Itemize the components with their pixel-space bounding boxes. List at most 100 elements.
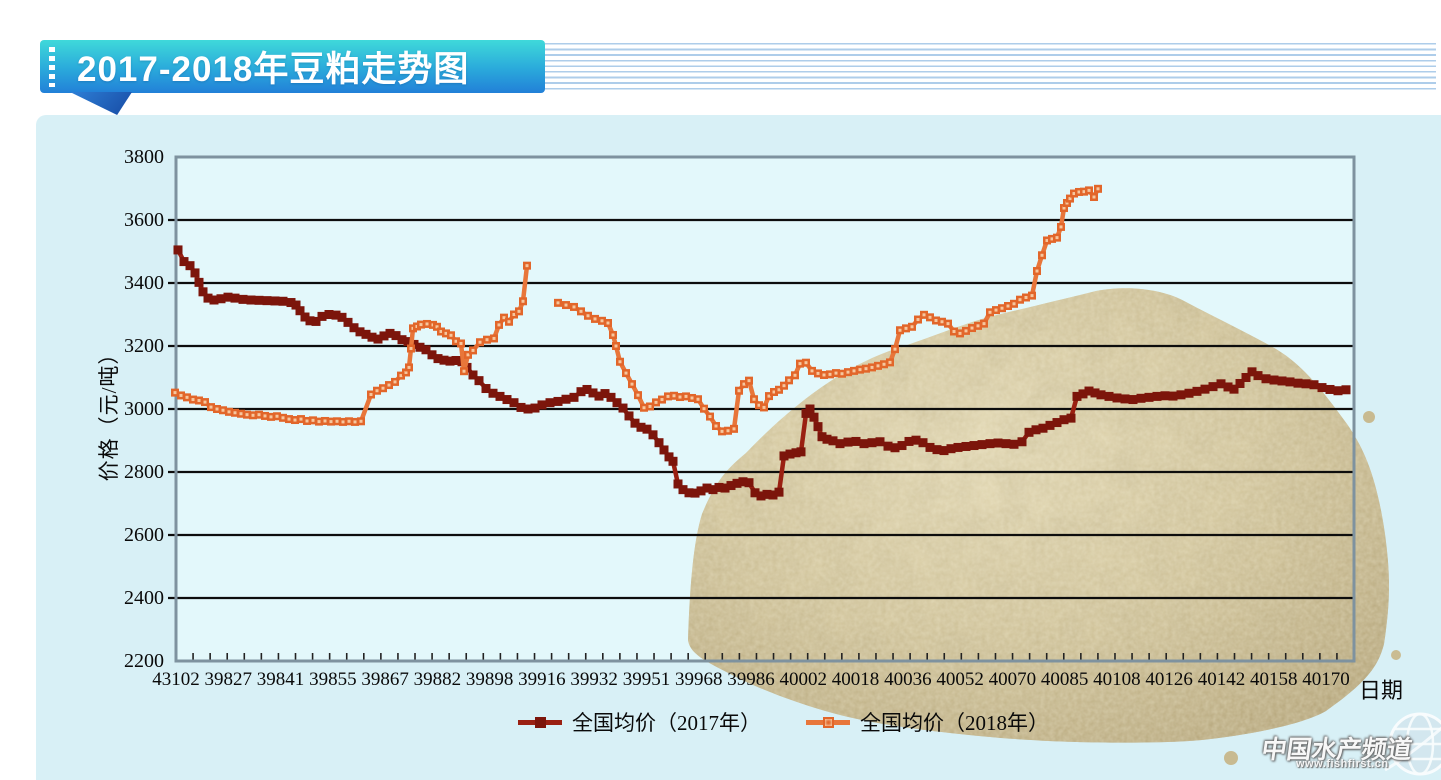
series-marker [1309,380,1319,390]
series-marker-dot [654,400,658,404]
x-tick-label: 40142 [1197,669,1246,690]
series-marker [1059,415,1069,425]
series-marker [385,328,395,338]
series-marker-dot [1082,190,1086,194]
series-marker [618,403,628,413]
series-marker-dot [1040,253,1044,257]
series-marker-dot [311,418,315,422]
series-marker-dot [478,340,482,344]
series-marker-dot [251,413,255,417]
series-marker [545,398,555,408]
x-tick-label: 40052 [936,669,984,690]
series-marker-dot [245,413,249,417]
title-banner: 2017-2018年豆粕走势图 [40,40,545,93]
series-marker [553,396,563,406]
series-marker-dot [870,365,874,369]
x-tick-label: 39951 [622,669,671,690]
soybean-pile [688,288,1401,765]
series-marker-dot [1006,304,1010,308]
legend-label-2017: 全国均价（2017年） [572,711,761,735]
series-marker-dot [910,325,914,329]
series-marker-dot [1077,190,1081,194]
series-marker [1325,384,1335,394]
series-marker [993,438,1003,448]
series-marker [305,316,315,326]
x-tick-label: 40002 [779,669,828,690]
series-marker-dot [614,344,618,348]
series-marker [427,350,437,360]
series-marker [223,292,233,302]
series-marker [1285,377,1295,387]
series-marker-dot [762,405,766,409]
header-pinstripes [545,43,1436,93]
series-marker-dot [275,414,279,418]
series-marker [576,387,586,397]
series-marker [690,488,700,498]
series-marker [561,394,571,404]
series-marker-dot [179,393,183,397]
series-marker [569,392,579,402]
series-marker-dot [782,384,786,388]
series-marker [726,481,736,491]
series-marker-dot [221,408,225,412]
series-marker [969,441,979,451]
series-marker [714,482,724,492]
series-marker-dot [485,338,489,342]
series-marker [439,355,449,365]
soy-crumb [1224,751,1238,765]
series-marker [738,477,748,487]
series-marker-dot [946,322,950,326]
series-marker [1024,427,1034,437]
series-marker-dot [281,416,285,420]
series-marker-dot [497,323,501,327]
series-marker [537,400,547,410]
series-marker-dot [916,318,920,322]
series-marker [875,437,885,447]
series-marker [732,478,742,488]
x-axis-title: 日期 [1358,678,1404,703]
series-marker-dot [459,341,463,345]
series-marker-dot [666,394,670,398]
soy-crumb [1391,650,1401,660]
series-marker-dot [714,424,718,428]
series-marker [1200,384,1210,394]
series-marker-dot [737,389,741,393]
series-marker [216,294,226,304]
series-marker-dot [185,395,189,399]
y-tick-label: 3400 [124,272,164,294]
series-marker [190,268,200,278]
series-marker [708,485,718,495]
series-marker-dot [958,331,962,335]
legend-item-2017: 全国均价（2017年） [518,709,761,735]
series-marker [203,293,213,303]
series-marker-dot [970,326,974,330]
series-marker [1277,376,1287,386]
x-tick-label: 40170 [1302,669,1350,690]
legend-marker-2017-icon [535,716,546,728]
series-marker-dot [696,397,700,401]
series-marker-dot [752,397,756,401]
series-marker [946,444,956,454]
series-marker [809,412,819,422]
series-marker-dot [828,372,832,376]
series-marker-dot [982,322,986,326]
series-marker [624,411,634,421]
series-marker [796,447,806,457]
series-marker-dot [1030,294,1034,298]
series-marker-dot [678,395,682,399]
y-tick-label: 2200 [124,650,164,672]
series-marker [391,331,401,341]
series-marker-dot [564,303,568,307]
series-marker [1208,382,1218,392]
watermark: 中国水产频道 www.fishfirst.cn [1256,706,1441,780]
x-tick-label: 43102 [152,669,200,690]
series-marker-dot [215,407,219,411]
series-marker [684,488,694,498]
series-marker-dot [934,318,938,322]
series-marker-dot [233,411,237,415]
series-marker [774,487,784,497]
series-marker [659,445,669,455]
series-marker-dot [173,391,177,395]
series-marker-dot [852,369,856,373]
